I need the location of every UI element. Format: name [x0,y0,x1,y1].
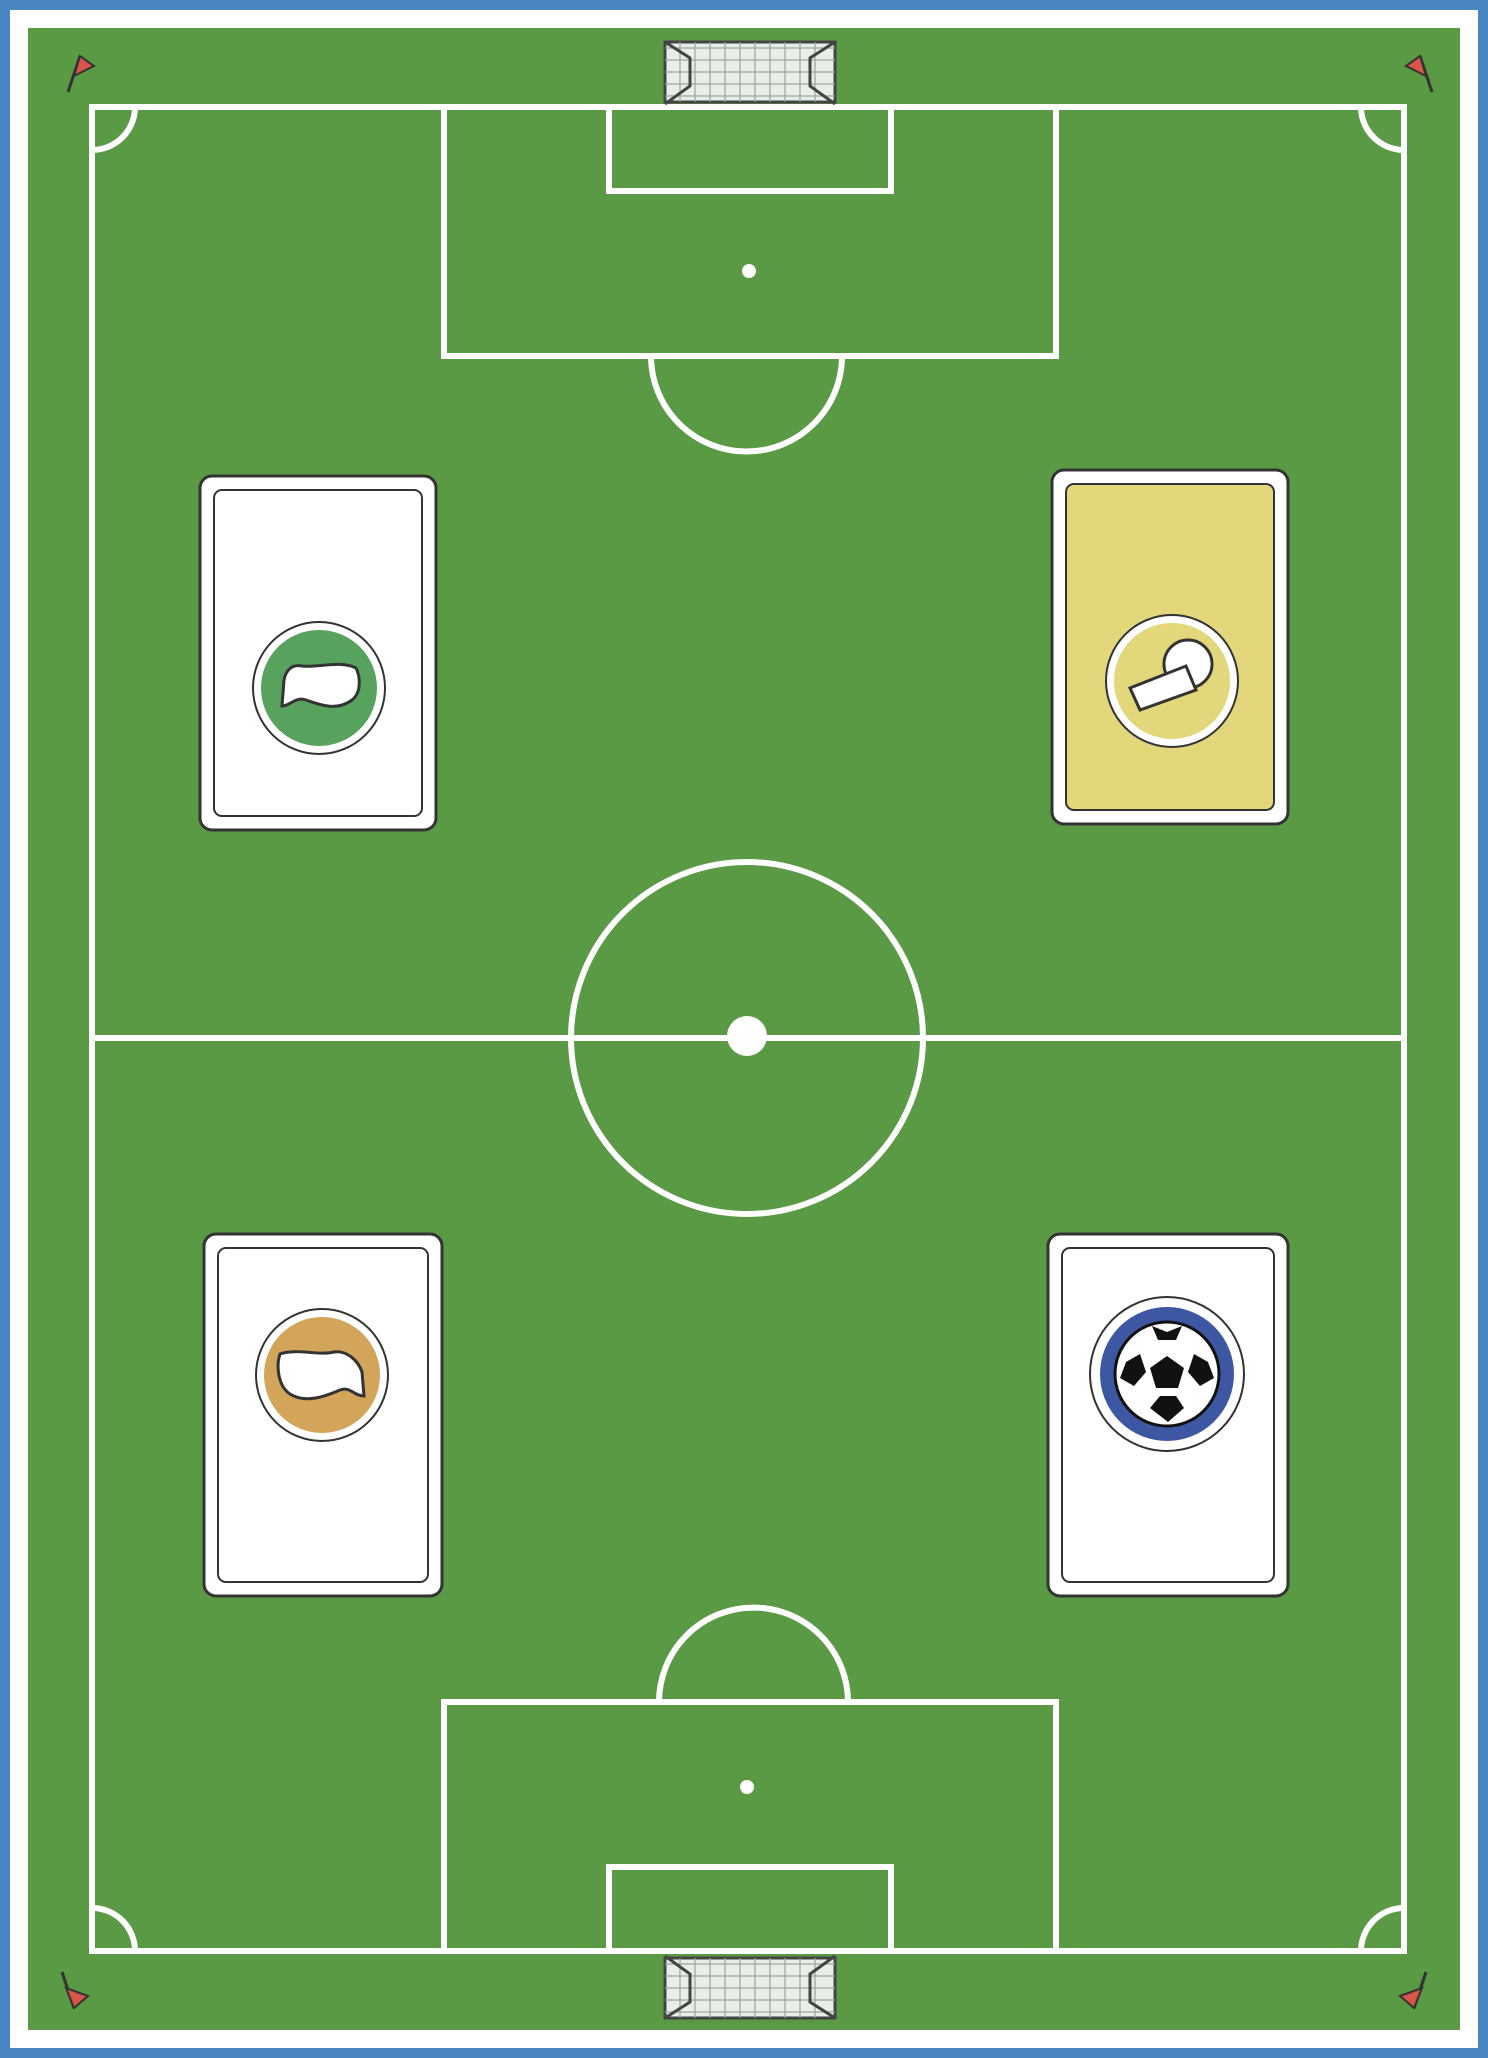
football-icon [1089,1296,1245,1452]
centre-circle [568,859,926,1217]
corner-flag-top-right [1404,54,1434,93]
discard-deck[interactable] [1046,1232,1290,1598]
corner-arc-bottom-left [91,1905,138,1952]
away-deck[interactable] [202,1232,444,1598]
boot-icon [255,1308,389,1442]
referee-deck[interactable] [1050,468,1290,826]
goal-area-bottom [606,1864,894,1954]
goal-top [663,40,837,106]
boot-icon [252,621,386,755]
corner-flag-bottom-left [60,1971,90,2010]
corner-arc-top-left [91,106,138,153]
penalty-arc-top [648,355,845,455]
penalty-arc-bottom [656,1604,851,1703]
corner-flag-top-left [66,54,96,93]
penalty-spot-bottom [740,1780,754,1794]
corner-arc-top-right [1358,106,1405,153]
pitch-lines [89,104,1407,1954]
goal-area-top [606,104,894,194]
whistle-icon [1105,614,1239,748]
goal-bottom [663,1954,837,2020]
home-deck[interactable] [198,474,438,832]
centre-spot [727,1016,767,1056]
penalty-spot-top [742,264,756,278]
corner-arc-bottom-right [1358,1905,1405,1952]
corner-flag-bottom-right [1398,1971,1428,2010]
